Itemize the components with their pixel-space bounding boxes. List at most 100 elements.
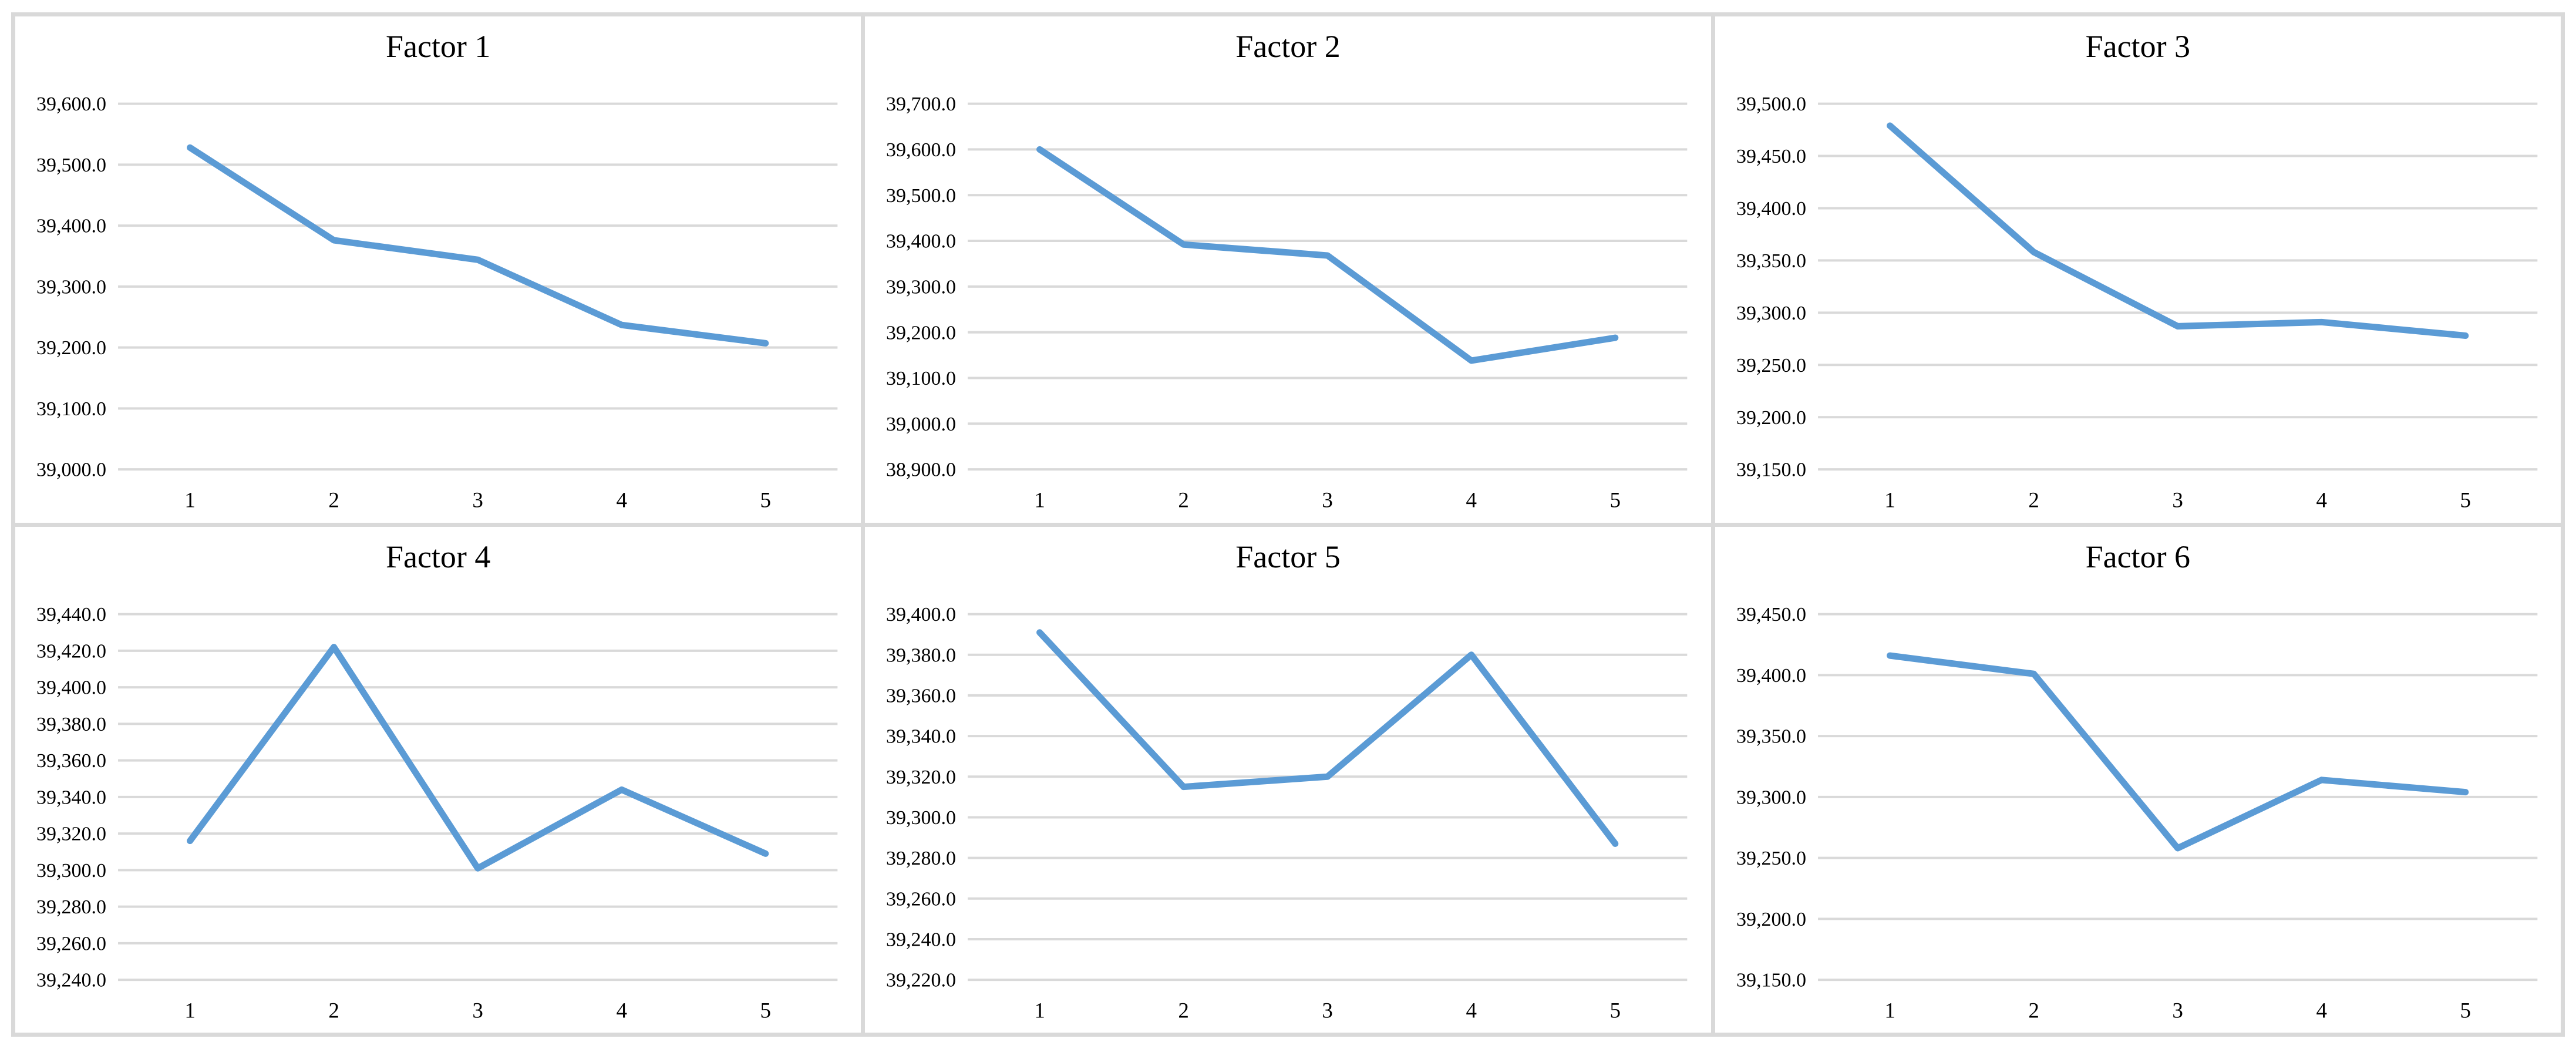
svg-text:3: 3	[472, 488, 483, 512]
svg-text:39,400.0: 39,400.0	[1736, 664, 1806, 686]
chart-panel-factor-6: Factor 6 39,450.0 39,400.0 39,350.0 39,300.…	[1715, 526, 2561, 1033]
svg-text:39,000.0: 39,000.0	[886, 414, 956, 435]
svg-text:38,900.0: 38,900.0	[886, 459, 956, 481]
svg-text:39,440.0: 39,440.0	[36, 604, 106, 626]
svg-text:39,360.0: 39,360.0	[886, 685, 956, 707]
chart-title-factor-3: Factor 3	[2085, 29, 2191, 64]
line-chart-factor-2: 39,700.0 39,600.0 39,500.0 39,400.0 39,300.0…	[886, 93, 1688, 512]
svg-text:1: 1	[1884, 488, 1895, 512]
svg-text:39,400.0: 39,400.0	[36, 677, 106, 698]
svg-text:5: 5	[2460, 488, 2470, 512]
svg-text:39,200.0: 39,200.0	[1736, 407, 1806, 429]
line-chart-factor-4: 39,440.0 39,420.0 39,400.0 39,380.0 39,360.0…	[36, 604, 838, 1023]
svg-text:2: 2	[1178, 999, 1189, 1023]
svg-text:5: 5	[760, 999, 771, 1023]
svg-text:39,500.0: 39,500.0	[1736, 93, 1806, 115]
line-chart-factor-5: 39,400.0 39,380.0 39,360.0 39,340.0 39,320.0…	[886, 604, 1688, 1023]
svg-text:3: 3	[2172, 488, 2183, 512]
svg-text:4: 4	[2316, 488, 2326, 512]
chart-panel-factor-3: Factor 3 39,500.0 39,450.0 39,400.0 39,350.…	[1715, 16, 2561, 523]
svg-text:39,240.0: 39,240.0	[36, 969, 106, 991]
chart-panel-factor-4: Factor 4 39,440.0 39,420.0 39,400.0 39,380.…	[15, 526, 861, 1033]
svg-text:39,260.0: 39,260.0	[36, 933, 106, 954]
svg-text:39,300.0: 39,300.0	[886, 276, 956, 298]
svg-text:39,260.0: 39,260.0	[886, 888, 956, 910]
svg-text:3: 3	[472, 999, 483, 1023]
svg-text:4: 4	[1466, 999, 1477, 1023]
svg-text:1: 1	[1035, 488, 1045, 512]
svg-text:39,250.0: 39,250.0	[1736, 848, 1806, 869]
svg-text:5: 5	[760, 488, 771, 512]
svg-text:5: 5	[2460, 999, 2470, 1023]
svg-text:39,380.0: 39,380.0	[886, 644, 956, 666]
svg-text:39,700.0: 39,700.0	[886, 93, 956, 115]
line-chart-factor-6: 39,450.0 39,400.0 39,350.0 39,300.0 39,250.0…	[1736, 604, 2537, 1023]
svg-text:3: 3	[1322, 999, 1333, 1023]
svg-text:3: 3	[1322, 488, 1333, 512]
svg-text:39,450.0: 39,450.0	[1736, 146, 1806, 167]
svg-text:5: 5	[1610, 999, 1621, 1023]
svg-text:39,240.0: 39,240.0	[886, 929, 956, 950]
svg-text:39,200.0: 39,200.0	[36, 337, 106, 359]
svg-text:1: 1	[1884, 999, 1895, 1023]
svg-text:39,280.0: 39,280.0	[886, 848, 956, 869]
svg-text:39,300.0: 39,300.0	[36, 276, 106, 298]
svg-text:39,500.0: 39,500.0	[36, 154, 106, 176]
svg-text:1: 1	[184, 999, 195, 1023]
chart-title-factor-5: Factor 5	[1235, 539, 1341, 574]
svg-text:39,100.0: 39,100.0	[886, 368, 956, 389]
charts-grid: Factor 1 39,600.0 39,500.0 39,400.0 39,300.…	[11, 12, 2565, 1037]
svg-text:4: 4	[1466, 488, 1477, 512]
svg-text:39,280.0: 39,280.0	[36, 896, 106, 918]
svg-text:39,300.0: 39,300.0	[1736, 302, 1806, 324]
svg-text:39,200.0: 39,200.0	[886, 322, 956, 344]
svg-text:39,250.0: 39,250.0	[1736, 355, 1806, 377]
svg-text:1: 1	[184, 488, 195, 512]
svg-text:39,100.0: 39,100.0	[36, 398, 106, 420]
svg-text:2: 2	[328, 999, 339, 1023]
svg-text:39,300.0: 39,300.0	[1736, 786, 1806, 808]
svg-text:2: 2	[328, 488, 339, 512]
svg-text:39,150.0: 39,150.0	[1736, 969, 1806, 991]
svg-text:39,360.0: 39,360.0	[36, 750, 106, 772]
svg-text:39,500.0: 39,500.0	[886, 185, 956, 207]
svg-text:4: 4	[616, 999, 627, 1023]
svg-text:39,340.0: 39,340.0	[36, 786, 106, 808]
svg-text:4: 4	[616, 488, 627, 512]
svg-text:39,320.0: 39,320.0	[886, 766, 956, 788]
svg-text:39,380.0: 39,380.0	[36, 713, 106, 735]
svg-text:39,300.0: 39,300.0	[886, 807, 956, 829]
chart-panel-factor-5: Factor 5 39,400.0 39,380.0 39,360.0 39,340.…	[865, 526, 1711, 1033]
svg-text:5: 5	[1610, 488, 1621, 512]
svg-text:39,400.0: 39,400.0	[1736, 198, 1806, 220]
line-chart-factor-1: 39,600.0 39,500.0 39,400.0 39,300.0 39,200.0…	[36, 93, 838, 512]
svg-text:39,300.0: 39,300.0	[36, 859, 106, 881]
svg-text:39,450.0: 39,450.0	[1736, 604, 1806, 626]
svg-text:39,150.0: 39,150.0	[1736, 459, 1806, 481]
svg-text:39,320.0: 39,320.0	[36, 823, 106, 845]
svg-text:4: 4	[2316, 999, 2326, 1023]
chart-title-factor-6: Factor 6	[2085, 539, 2191, 574]
svg-text:39,400.0: 39,400.0	[886, 231, 956, 253]
line-chart-factor-3: 39,500.0 39,450.0 39,400.0 39,350.0 39,300.0…	[1736, 93, 2537, 512]
svg-text:1: 1	[1035, 999, 1045, 1023]
chart-panel-factor-2: Factor 2 39,700.0 39,600.0 39,500.0 39,400.…	[865, 16, 1711, 523]
svg-text:39,350.0: 39,350.0	[1736, 250, 1806, 272]
svg-text:39,400.0: 39,400.0	[36, 216, 106, 237]
chart-title-factor-2: Factor 2	[1235, 29, 1341, 64]
chart-title-factor-1: Factor 1	[385, 29, 491, 64]
chart-title-factor-4: Factor 4	[385, 539, 491, 574]
svg-text:39,350.0: 39,350.0	[1736, 725, 1806, 747]
svg-text:39,600.0: 39,600.0	[36, 93, 106, 115]
svg-text:39,200.0: 39,200.0	[1736, 908, 1806, 930]
svg-text:2: 2	[2028, 488, 2039, 512]
svg-text:39,600.0: 39,600.0	[886, 139, 956, 161]
svg-text:39,000.0: 39,000.0	[36, 459, 106, 481]
svg-text:3: 3	[2172, 999, 2183, 1023]
svg-text:39,220.0: 39,220.0	[886, 969, 956, 991]
svg-text:2: 2	[1178, 488, 1189, 512]
svg-text:39,340.0: 39,340.0	[886, 725, 956, 747]
svg-text:39,420.0: 39,420.0	[36, 640, 106, 662]
chart-panel-factor-1: Factor 1 39,600.0 39,500.0 39,400.0 39,300.…	[15, 16, 861, 523]
svg-text:2: 2	[2028, 999, 2039, 1023]
